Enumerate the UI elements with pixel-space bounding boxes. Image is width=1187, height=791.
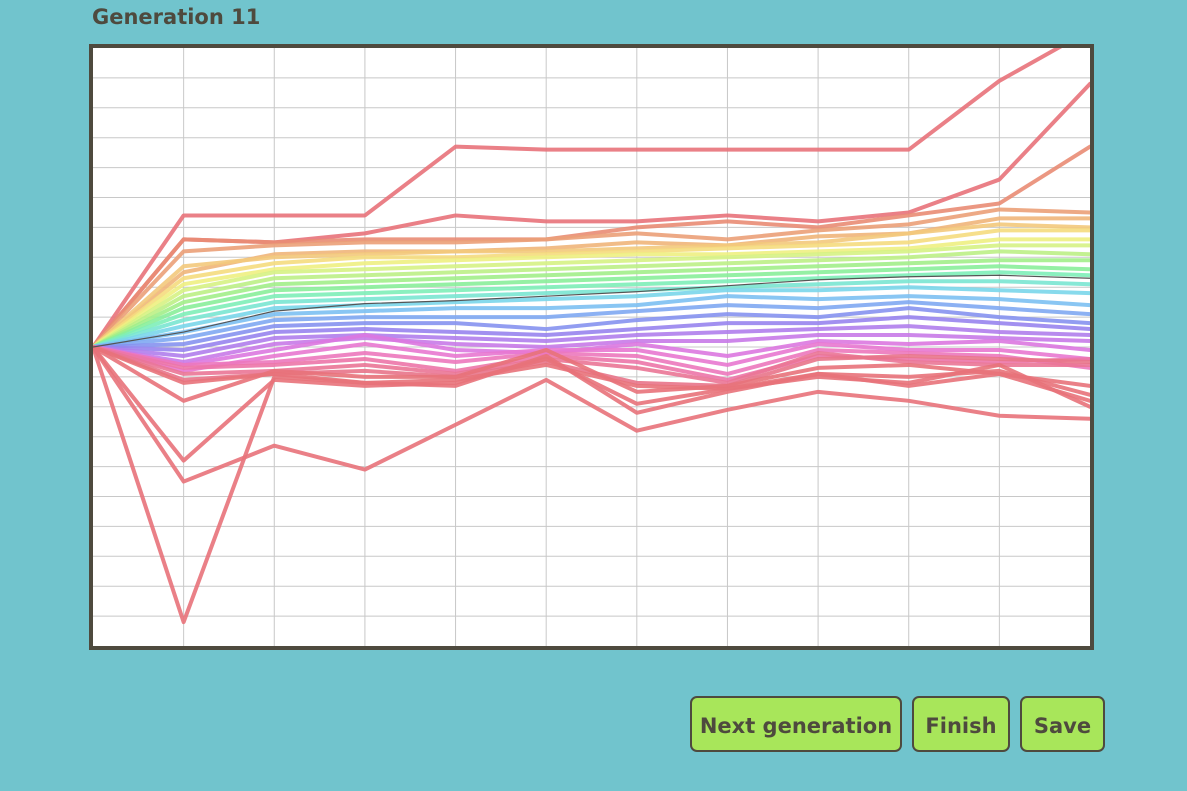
series-line	[93, 222, 1090, 349]
best-line	[93, 274, 1090, 348]
series-line	[93, 324, 1090, 358]
series-line	[93, 264, 1090, 349]
series-line	[93, 144, 1090, 349]
best-series-line	[93, 274, 1090, 348]
series-line	[93, 237, 1090, 349]
series-line	[93, 249, 1090, 349]
series-line	[93, 306, 1090, 349]
series-line	[93, 345, 1090, 403]
line-chart	[93, 48, 1090, 646]
series-line	[93, 285, 1090, 349]
series-line	[93, 342, 1090, 373]
series-line	[93, 294, 1090, 349]
series-line	[93, 207, 1090, 349]
series-line	[93, 315, 1090, 352]
chart-frame	[89, 44, 1094, 650]
series-line	[93, 48, 1063, 349]
series-line	[93, 270, 1090, 349]
series-line	[93, 333, 1090, 364]
series-line	[93, 345, 1090, 376]
series-line	[93, 345, 1090, 484]
next-generation-button[interactable]: Next generation	[690, 696, 902, 752]
series-line	[93, 345, 1090, 382]
finish-button[interactable]: Finish	[912, 696, 1010, 752]
series-line	[93, 243, 1090, 349]
series-line	[93, 345, 1090, 385]
series-line	[93, 258, 1090, 349]
series-line	[93, 300, 1090, 349]
series-line	[93, 345, 1090, 625]
series-line	[93, 228, 1090, 349]
series-line	[93, 279, 1090, 349]
series-lines	[93, 48, 1090, 625]
series-line	[93, 345, 1090, 463]
save-button[interactable]: Save	[1020, 696, 1105, 752]
page-title: Generation 11	[92, 5, 261, 29]
